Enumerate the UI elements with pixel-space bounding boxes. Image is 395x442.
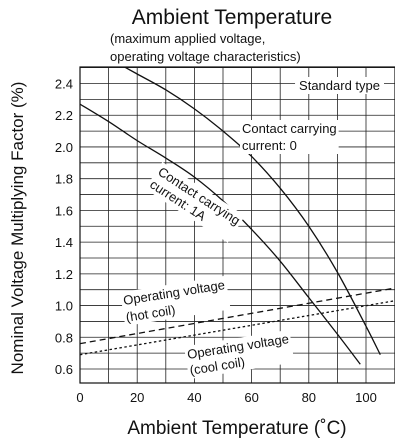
y-tick-label: 2.0 xyxy=(55,140,73,155)
label-operating-cool: Operating voltage(cool coil) xyxy=(183,329,295,380)
x-tick-label: 40 xyxy=(187,390,201,405)
x-tick-label: 80 xyxy=(302,390,316,405)
series-line-3 xyxy=(80,300,395,356)
series-line-0 xyxy=(123,67,381,356)
y-tick-labels: 0.6 0.8 1.0 1.2 1.4 1.6 1.8 2.0 2.2 2.4 xyxy=(55,77,73,377)
chart-title: Ambient Temperature xyxy=(132,6,332,29)
x-tick-label: 0 xyxy=(76,390,83,405)
series-line-1 xyxy=(80,103,361,365)
series-line-2 xyxy=(80,287,395,345)
annotation-standard-type: Standard type xyxy=(295,77,384,94)
label-operating-hot: Operating voltage(hot coil) xyxy=(119,275,231,327)
chart-subtitle-line-2: operating voltage characteristics) xyxy=(110,49,301,64)
x-tick-label: 20 xyxy=(130,390,144,405)
label-contact-current-0-line: current: 0 xyxy=(242,138,297,153)
x-tick-labels: 0 20 40 60 80 100 xyxy=(76,390,376,405)
y-tick-label: 2.4 xyxy=(55,77,73,92)
y-axis-label: Nominal Voltage Multiplying Factor (%) xyxy=(8,82,27,375)
y-tick-label: 1.2 xyxy=(55,267,73,282)
y-tick-label: 1.0 xyxy=(55,299,73,314)
x-tick-label: 60 xyxy=(244,390,258,405)
series-layer xyxy=(80,67,395,365)
y-tick-label: 1.6 xyxy=(55,203,73,218)
x-axis-label: Ambient Temperature (˚C) xyxy=(127,418,346,439)
y-tick-label: 1.8 xyxy=(55,172,73,187)
x-tick-label: 100 xyxy=(355,390,377,405)
plot-frame xyxy=(79,66,395,384)
y-tick-label: 0.6 xyxy=(55,362,73,377)
y-tick-label: 2.2 xyxy=(55,108,73,123)
annotation-standard-type-line: Standard type xyxy=(299,78,380,93)
label-contact-current-0-line: Contact carrying xyxy=(242,121,337,136)
label-contact-current-0: Contact carrying current: 0 xyxy=(240,120,339,154)
chart-subtitle-line-1: (maximum applied voltage, xyxy=(110,31,265,46)
y-tick-label: 0.8 xyxy=(55,330,73,345)
y-tick-label: 1.4 xyxy=(55,235,73,250)
